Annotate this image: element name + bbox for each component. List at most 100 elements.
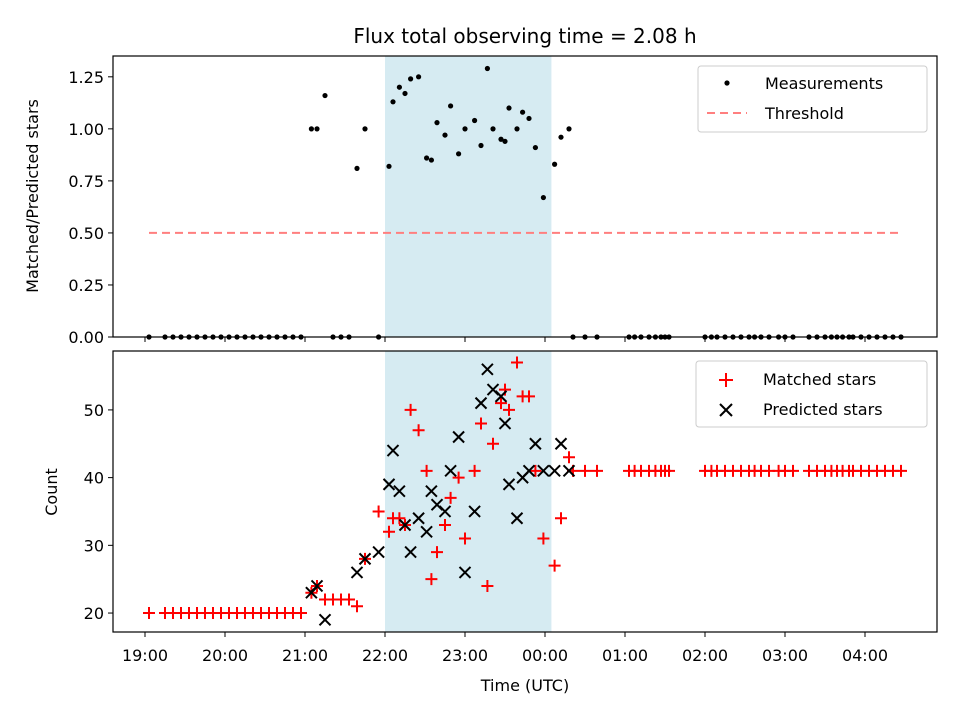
- y-tick-label: 1.25: [68, 68, 104, 87]
- legend-predicted-label: Predicted stars: [763, 400, 883, 419]
- measurement-point: [308, 126, 314, 132]
- observing-window-span: [385, 56, 552, 337]
- predicted-stars-point: [548, 464, 561, 478]
- measurement-point: [498, 136, 504, 142]
- predicted-stars-point: [452, 430, 465, 444]
- x-tick-label: 00:00: [522, 646, 568, 665]
- predicted-stars-point: [425, 484, 438, 498]
- predicted-stars-point: [404, 545, 417, 559]
- matched-stars-point: [468, 464, 481, 477]
- measurement-point: [354, 165, 360, 171]
- predicted-stars-point: [318, 613, 332, 627]
- measurement-point: [442, 132, 448, 138]
- measurement-point: [402, 90, 408, 97]
- y-tick-label: 20: [84, 604, 104, 623]
- measurement-point: [520, 109, 526, 115]
- matched-stars-point: [511, 356, 523, 369]
- measurement-point: [540, 194, 547, 201]
- y-tick-label: 30: [84, 536, 104, 555]
- matched-stars-point: [503, 403, 515, 416]
- ratio-panel-frame: [112, 55, 938, 338]
- predicted-stars-point: [444, 464, 457, 478]
- measurement-point: [322, 92, 328, 99]
- matched-stars-point: [548, 559, 561, 572]
- predicted-stars-point: [474, 396, 488, 410]
- ratio-y-label: Matched/Predicted stars: [23, 99, 42, 293]
- measurement-point: [362, 126, 368, 132]
- predicted-stars-point: [458, 566, 472, 579]
- predicted-stars-point: [498, 417, 512, 430]
- predicted-stars-series: [305, 363, 576, 627]
- measurement-point: [514, 126, 520, 132]
- observing-window-span: [385, 351, 552, 632]
- matched-stars-point: [537, 532, 550, 545]
- predicted-stars-point: [358, 552, 372, 566]
- measurement-point: [462, 126, 468, 132]
- matched-stars-point: [459, 532, 471, 545]
- legend-matched-marker: [719, 373, 733, 387]
- chart-title: Flux total observing time = 2.08 h: [353, 24, 696, 48]
- x-tick-label: 20:00: [202, 646, 248, 665]
- y-tick-label: 0.00: [68, 328, 104, 347]
- measurement-point: [532, 144, 539, 151]
- y-tick-label: 40: [84, 469, 104, 488]
- matched-stars-point: [439, 519, 451, 532]
- matched-stars-point: [895, 464, 907, 477]
- predicted-stars-point: [382, 478, 396, 491]
- x-axis-label: Time (UTC): [480, 676, 569, 695]
- predicted-stars-point: [529, 437, 542, 450]
- matched-stars-point: [495, 397, 507, 410]
- predicted-stars-point: [554, 437, 568, 450]
- measurement-point: [408, 76, 414, 82]
- matched-stars-point: [487, 437, 499, 450]
- legend-threshold-label: Threshold: [764, 104, 844, 123]
- measurement-point: [506, 105, 512, 111]
- ratio-legend: Measurements Threshold: [697, 65, 928, 133]
- ratio-legend-box: [697, 65, 928, 133]
- y-tick-label: 50: [84, 401, 104, 420]
- x-tick-label: 19:00: [122, 646, 168, 665]
- predicted-stars-point: [350, 566, 364, 579]
- matched-stars-point: [555, 512, 567, 525]
- predicted-stars-point: [393, 484, 406, 498]
- measurement-point: [526, 115, 532, 122]
- measurement-point: [314, 126, 320, 132]
- legend-measurements-marker: [724, 80, 730, 86]
- x-tick-label: 21:00: [282, 646, 328, 665]
- measurement-point: [448, 103, 454, 109]
- predicted-stars-point: [398, 518, 412, 532]
- measurement-point: [424, 155, 430, 161]
- matched-stars-series: [143, 356, 907, 620]
- matched-stars-point: [412, 424, 425, 437]
- predicted-stars-point: [537, 464, 550, 478]
- matched-stars-point: [393, 512, 406, 525]
- measurement-point: [472, 117, 478, 124]
- ratio-x-ticks: [144, 337, 866, 342]
- matched-stars-point: [143, 607, 155, 620]
- measurement-point: [478, 142, 484, 149]
- matched-stars-point: [444, 491, 457, 504]
- matched-stars-point: [481, 579, 494, 592]
- x-tick-label: 23:00: [442, 646, 488, 665]
- matched-stars-point: [351, 600, 363, 613]
- measurement-point: [502, 138, 508, 144]
- matched-stars-point: [343, 593, 355, 606]
- count-legend-box: [695, 360, 928, 428]
- predicted-stars-point: [310, 579, 324, 593]
- measurement-point: [566, 126, 572, 132]
- measurement-point: [390, 99, 396, 105]
- matched-stars-point: [452, 471, 465, 484]
- predicted-stars-point: [510, 512, 524, 525]
- measurement-point: [490, 126, 496, 132]
- matched-stars-point: [383, 525, 395, 538]
- predicted-stars-point: [438, 505, 452, 518]
- matched-stars-point: [475, 417, 487, 430]
- predicted-stars-point: [522, 464, 536, 478]
- count-y-ticks: 20 30 40 50: [84, 401, 113, 623]
- legend-predicted-marker: [719, 403, 733, 417]
- predicted-stars-point: [481, 363, 494, 376]
- matched-stars-point: [372, 505, 385, 518]
- predicted-stars-point: [412, 512, 425, 525]
- measurement-point: [434, 120, 440, 126]
